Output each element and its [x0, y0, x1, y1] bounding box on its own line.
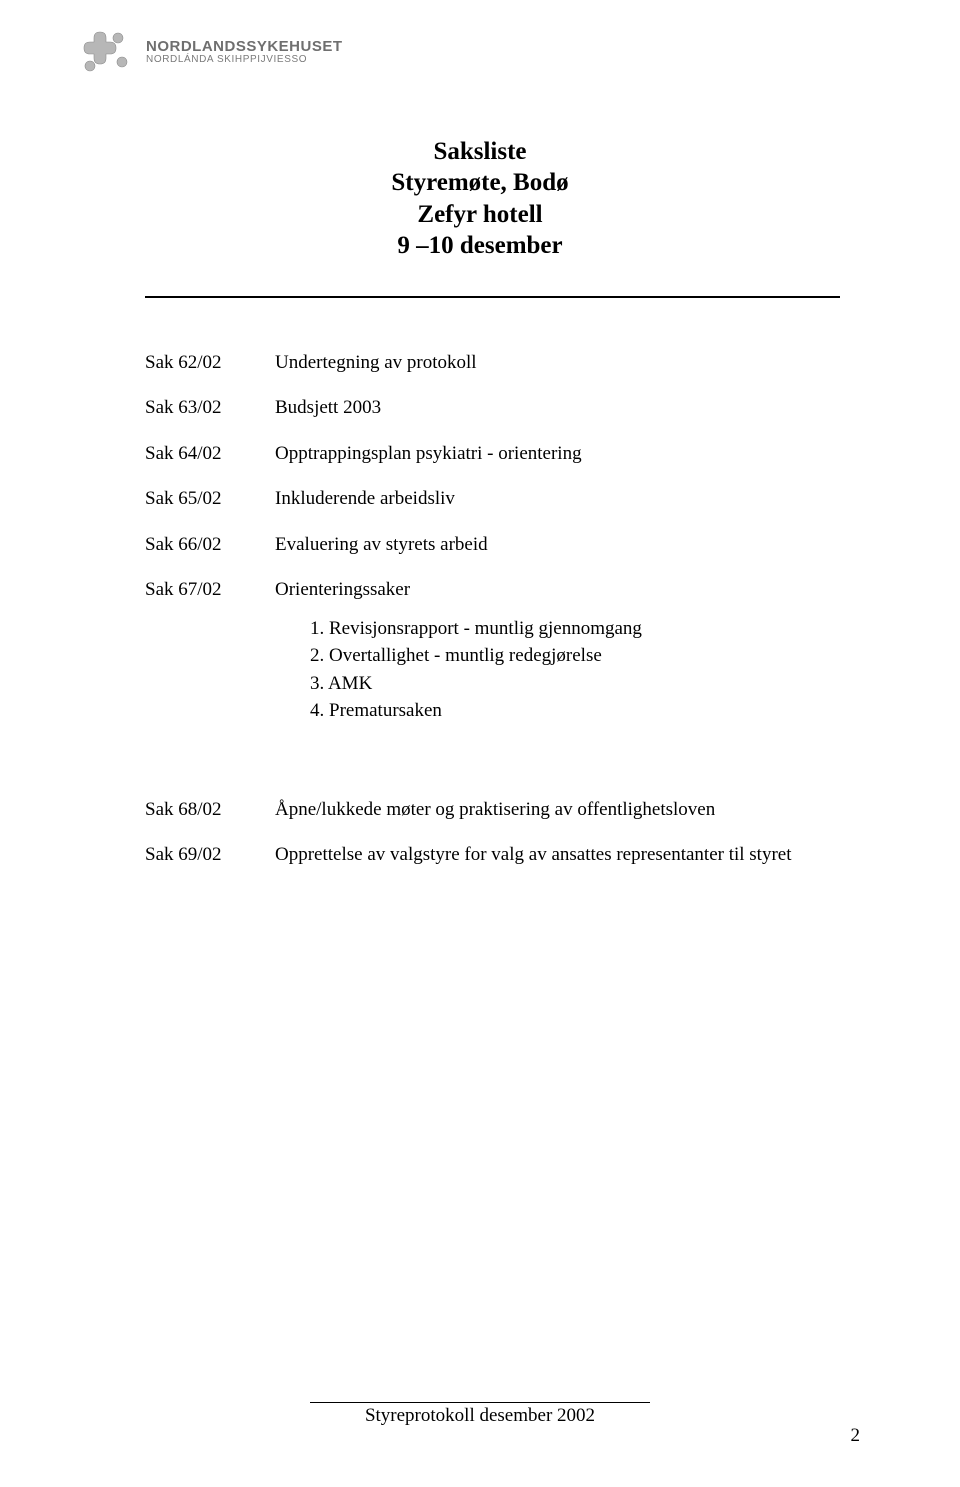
agenda-id: Sak 65/02 [145, 484, 275, 513]
agenda-text: Åpne/lukkede møter og praktisering av of… [275, 795, 715, 824]
agenda-text: Inkluderende arbeidsliv [275, 484, 455, 513]
agenda-row: Sak 62/02 Undertegning av protokoll [145, 348, 840, 377]
jigsaw-logo-icon [80, 28, 136, 76]
sub-item: 4. Prematursaken [310, 697, 840, 725]
sub-item: 3. AMK [310, 670, 840, 698]
agenda-id: Sak 64/02 [145, 439, 275, 468]
agenda-row: Sak 65/02 Inkluderende arbeidsliv [145, 484, 840, 513]
agenda-row: Sak 64/02 Opptrappingsplan psykiatri - o… [145, 439, 840, 468]
org-subtitle: NORDLÁNDA SKIHPPIJVIESSO [146, 55, 343, 66]
title-line-4: 9 –10 desember [80, 230, 880, 261]
sub-item: 1. Revisjonsrapport - muntlig gjennomgan… [310, 615, 840, 643]
agenda-id: Sak 63/02 [145, 393, 275, 422]
footer-text: Styreprotokoll desember 2002 [365, 1405, 595, 1426]
agenda-text: Evaluering av styrets arbeid [275, 530, 488, 559]
agenda-row: Sak 69/02 Opprettelse av valgstyre for v… [145, 840, 840, 869]
agenda-list-2: Sak 68/02 Åpne/lukkede møter og praktise… [145, 795, 840, 870]
footer-divider [310, 1402, 650, 1403]
document-title: Saksliste Styremøte, Bodø Zefyr hotell 9… [80, 136, 880, 261]
org-name: NORDLANDSSYKEHUSET [146, 39, 343, 55]
sub-item: 2. Overtallighet - muntlig redegjørelse [310, 642, 840, 670]
agenda-row: Sak 67/02 Orienteringssaker [145, 575, 840, 604]
agenda-list-1: Sak 62/02 Undertegning av protokoll Sak … [145, 348, 840, 605]
title-line-2: Styremøte, Bodø [80, 167, 880, 198]
page-number: 2 [851, 1425, 861, 1447]
agenda-text: Budsjett 2003 [275, 393, 381, 422]
agenda-id: Sak 67/02 [145, 575, 275, 604]
sub-text: AMK [328, 673, 372, 694]
title-line-1: Saksliste [80, 136, 880, 167]
spacer [145, 725, 840, 795]
agenda-row: Sak 63/02 Budsjett 2003 [145, 393, 840, 422]
document-page: NORDLANDSSYKEHUSET NORDLÁNDA SKIHPPIJVIE… [0, 0, 960, 1487]
agenda-row: Sak 68/02 Åpne/lukkede møter og praktise… [145, 795, 840, 824]
agenda-id: Sak 69/02 [145, 840, 275, 869]
sub-text: Prematursaken [329, 700, 442, 721]
agenda-id: Sak 68/02 [145, 795, 275, 824]
sub-text: Revisjonsrapport - muntlig gjennomgang [324, 618, 642, 639]
agenda-text: Undertegning av protokoll [275, 348, 477, 377]
sub-text: Overtallighet - muntlig redegjørelse [329, 645, 602, 666]
letterhead: NORDLANDSSYKEHUSET NORDLÁNDA SKIHPPIJVIE… [80, 28, 880, 76]
footer: Styreprotokoll desember 2002 [0, 1402, 960, 1427]
agenda-id: Sak 66/02 [145, 530, 275, 559]
letterhead-text: NORDLANDSSYKEHUSET NORDLÁNDA SKIHPPIJVIE… [146, 39, 343, 65]
sub-list: 1. Revisjonsrapport - muntlig gjennomgan… [310, 615, 840, 725]
agenda-text: Opptrappingsplan psykiatri - orientering [275, 439, 582, 468]
agenda-row: Sak 66/02 Evaluering av styrets arbeid [145, 530, 840, 559]
title-line-3: Zefyr hotell [80, 199, 880, 230]
agenda-text: Orienteringssaker [275, 575, 410, 604]
content: Sak 62/02 Undertegning av protokoll Sak … [145, 296, 840, 870]
title-divider [145, 296, 840, 298]
agenda-text: Opprettelse av valgstyre for valg av ans… [275, 840, 792, 869]
agenda-id: Sak 62/02 [145, 348, 275, 377]
